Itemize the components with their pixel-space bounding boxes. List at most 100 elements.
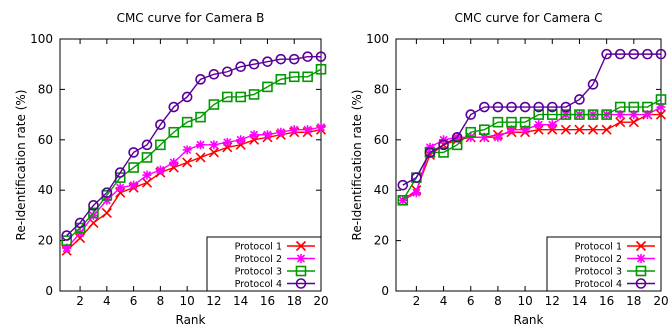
data-point-square bbox=[208, 99, 220, 110]
legend-marker-star bbox=[636, 254, 646, 263]
data-point-circle bbox=[155, 119, 166, 130]
data-point-circle bbox=[424, 147, 436, 158]
data-point-square bbox=[168, 126, 180, 138]
data-point-circle bbox=[574, 94, 585, 105]
legend-label: Protocol 1 bbox=[235, 242, 282, 253]
data-point-circle bbox=[397, 179, 409, 191]
data-point-circle bbox=[479, 101, 490, 113]
data-point-circle bbox=[128, 147, 139, 158]
data-point-circle bbox=[248, 58, 260, 70]
data-point-square bbox=[155, 139, 166, 151]
data-point-circle bbox=[492, 101, 504, 113]
data-point-circle bbox=[168, 101, 180, 113]
data-point-square bbox=[451, 139, 463, 151]
y-tick-label: 80 bbox=[374, 82, 389, 96]
legend-label: Protocol 4 bbox=[235, 279, 282, 290]
chart-panel-camera-b: CMC curve for Camera B 0 20 40 60 80 100 2 4 6 8 10… bbox=[14, 11, 329, 327]
chart-title: CMC curve for Camera B bbox=[117, 11, 265, 25]
data-point-star bbox=[222, 137, 232, 147]
data-point-star bbox=[629, 110, 639, 120]
data-point-x bbox=[182, 157, 193, 168]
data-point-circle bbox=[533, 101, 544, 113]
chart-panel-camera-c: CMC curve for Camera C 0 20 40 60 80 100 2 4 6 8 10… bbox=[350, 11, 669, 327]
data-point-square bbox=[181, 116, 193, 128]
x-tick-label: 10 bbox=[180, 294, 195, 308]
data-point-circle bbox=[642, 48, 653, 60]
data-point-circle bbox=[546, 101, 558, 113]
data-point-square bbox=[128, 162, 139, 173]
data-point-star bbox=[142, 170, 152, 180]
data-point-star bbox=[479, 132, 489, 142]
x-tick-label: 16 bbox=[599, 294, 614, 308]
data-point-star bbox=[236, 135, 246, 145]
x-tick-label: 4 bbox=[103, 294, 111, 308]
x-tick-label: 6 bbox=[467, 294, 475, 308]
data-point-star bbox=[196, 140, 206, 150]
series-line bbox=[402, 98, 662, 201]
data-point-x bbox=[195, 152, 206, 163]
data-point-x bbox=[101, 207, 112, 218]
series-3 bbox=[397, 94, 667, 206]
legend-marker-circle bbox=[635, 278, 647, 289]
data-point-circle bbox=[302, 51, 313, 62]
data-point-square bbox=[642, 101, 653, 113]
data-point-square bbox=[262, 81, 273, 93]
data-point-circle bbox=[262, 56, 273, 67]
y-tick-label: 20 bbox=[38, 234, 53, 248]
data-point-x bbox=[208, 147, 219, 158]
data-point-circle bbox=[587, 79, 599, 90]
y-tick-label: 60 bbox=[374, 133, 389, 147]
data-point-square bbox=[479, 124, 490, 136]
data-point-x bbox=[615, 117, 626, 128]
data-point-star bbox=[276, 127, 286, 137]
data-point-circle bbox=[88, 200, 99, 211]
data-point-x bbox=[560, 124, 571, 135]
y-tick-label: 60 bbox=[38, 133, 53, 147]
x-tick-label: 2 bbox=[76, 294, 84, 308]
y-tick-label: 40 bbox=[374, 183, 389, 197]
data-point-square bbox=[465, 126, 477, 138]
series-3 bbox=[61, 63, 327, 246]
data-point-square bbox=[288, 71, 300, 83]
data-point-circle bbox=[114, 167, 126, 178]
data-point-star bbox=[262, 130, 272, 140]
x-tick-label: 8 bbox=[157, 294, 165, 308]
legend-label: Protocol 3 bbox=[235, 267, 282, 278]
series-2 bbox=[62, 122, 326, 253]
data-point-circle bbox=[74, 217, 86, 229]
legend-marker-square bbox=[295, 265, 307, 277]
data-point-star bbox=[520, 125, 530, 135]
data-point-square bbox=[655, 94, 667, 105]
data-point-circle bbox=[222, 66, 233, 78]
data-point-x bbox=[655, 109, 667, 120]
data-point-star bbox=[115, 183, 125, 193]
series-line bbox=[402, 53, 661, 186]
data-point-square bbox=[519, 116, 531, 128]
data-point-x bbox=[574, 124, 585, 135]
data-point-square bbox=[302, 71, 313, 83]
data-point-circle bbox=[614, 48, 626, 60]
y-axis-label: Re-Identification rate (%) bbox=[350, 90, 364, 241]
data-point-star bbox=[209, 140, 219, 150]
data-point-x bbox=[587, 124, 599, 135]
data-point-circle bbox=[315, 51, 327, 62]
y-tick-label: 0 bbox=[381, 284, 389, 298]
data-point-circle bbox=[235, 61, 246, 73]
data-point-square bbox=[248, 89, 260, 100]
series-line bbox=[66, 68, 322, 242]
x-tick-label: 16 bbox=[260, 294, 275, 308]
data-point-star bbox=[507, 125, 517, 135]
data-point-square bbox=[614, 101, 626, 113]
plot-frame bbox=[59, 38, 322, 292]
data-point-circle bbox=[181, 91, 193, 103]
data-point-circle bbox=[195, 74, 206, 85]
data-point-x bbox=[628, 117, 639, 128]
data-point-star bbox=[303, 125, 313, 135]
y-tick-label: 100 bbox=[30, 32, 53, 46]
x-tick-label: 18 bbox=[287, 294, 302, 308]
data-point-star bbox=[656, 102, 666, 112]
data-point-circle bbox=[601, 48, 612, 60]
data-point-square bbox=[438, 147, 449, 158]
x-tick-label: 2 bbox=[413, 294, 421, 308]
data-point-circle bbox=[560, 101, 572, 113]
